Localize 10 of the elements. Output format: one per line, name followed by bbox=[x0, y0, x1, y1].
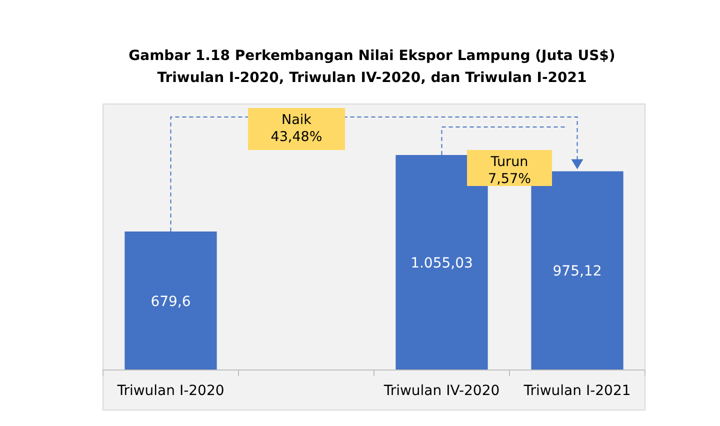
data-label: 679,6 bbox=[150, 294, 191, 310]
chart-subtitle: Triwulan I-2020, Triwulan IV-2020, dan Triwulan I-2021 bbox=[157, 70, 587, 86]
text: Naik 43,48% bbox=[270, 112, 322, 145]
data-label: 1.055,03 bbox=[410, 256, 473, 272]
x-tick-label: Triwulan I-2020 bbox=[116, 383, 224, 399]
x-tick-label: Triwulan I-2021 bbox=[522, 383, 631, 399]
x-tick-label: Triwulan IV-2020 bbox=[382, 383, 500, 399]
chart-title: Gambar 1.18 Perkembangan Nilai Ekspor Lampung (Juta US$) bbox=[128, 48, 616, 64]
data-label: 975,12 bbox=[552, 264, 602, 280]
annotation: Turun 7,57% bbox=[488, 154, 532, 187]
